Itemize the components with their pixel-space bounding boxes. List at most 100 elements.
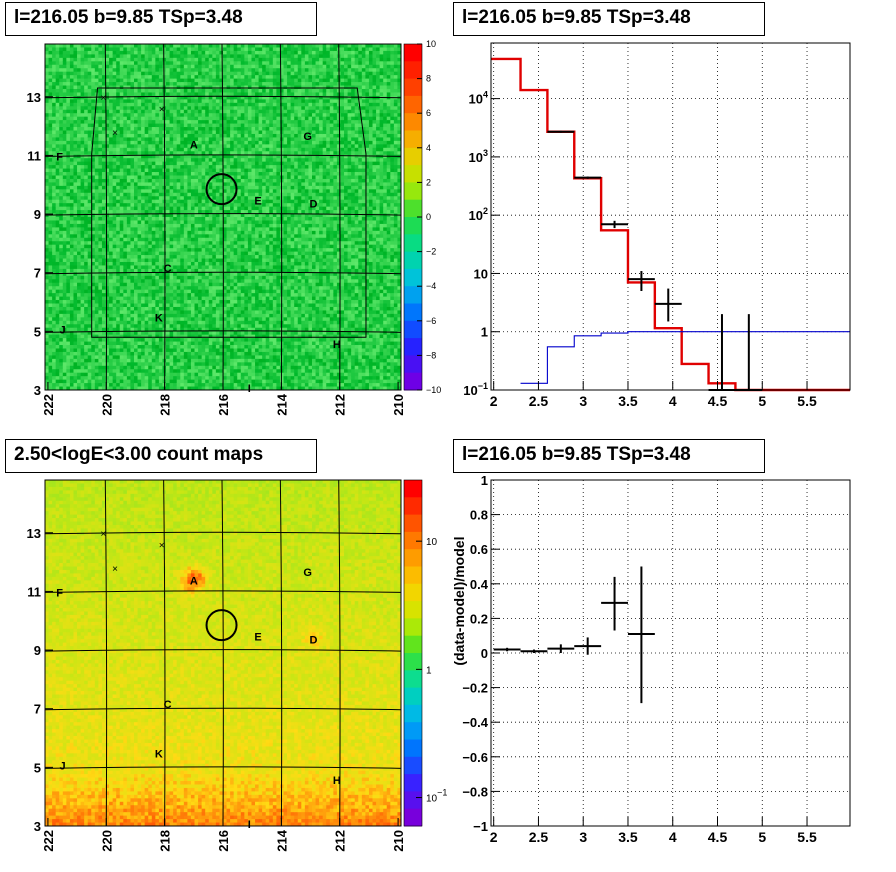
res-cblabel-6: −2 [426, 247, 436, 257]
cnt-xlabel-1: 220 [99, 830, 114, 852]
cnt-source-E: E [254, 631, 261, 643]
res-source-H: H [333, 339, 341, 351]
spectrum-xlabel-5: 4.5 [708, 393, 728, 409]
cnt-xlabel-5: 212 [333, 830, 348, 852]
res-ylabel-4: 11 [27, 148, 41, 163]
residual-map-panel: A G F E D C K J H I × × × 3 5 7 9 11 13 222 220 218 216 214 212 2… [0, 0, 448, 436]
res-ylabel-1: 5 [34, 324, 41, 339]
cnt-pixels [45, 480, 402, 827]
spectrum-xlabel-2: 3 [579, 393, 587, 409]
res-ylabel-5: 13 [27, 90, 41, 105]
res-xlabel-6: 210 [391, 394, 406, 416]
res-cblabel-4: 2 [426, 177, 431, 187]
res-xlabel-5: 212 [333, 394, 348, 416]
res-cblabel-8: −6 [426, 316, 436, 326]
res-grid-l-4 [279, 43, 283, 391]
res-cblabel-9: −8 [426, 350, 436, 360]
ratio-xlabel-2: 3 [579, 829, 587, 845]
residual-map-title: l=216.05 b=9.85 TSp=3.48 [5, 2, 317, 36]
cnt-grid-l-1 [104, 479, 108, 827]
cnt-grid-l-4 [279, 479, 283, 827]
res-grid-l-1 [104, 43, 108, 391]
cnt-ylabel-1: 5 [34, 760, 41, 775]
cnt-source-F: F [56, 587, 63, 599]
ratio-xlabel-7: 5.5 [797, 829, 817, 845]
res-source-K: K [155, 313, 163, 325]
res-grid-l-2 [163, 43, 166, 391]
cnt-source-C: C [164, 699, 172, 711]
res-ylabel-3: 9 [34, 207, 41, 222]
cnt-cross-2: × [112, 564, 118, 575]
res-xlabel-4: 214 [274, 393, 289, 415]
cnt-grid-l-3 [221, 479, 224, 827]
res-source-J: J [59, 324, 65, 336]
res-grid-l-3 [221, 43, 224, 391]
roi-boundary [91, 87, 367, 338]
ratio-xlabel-0: 2 [490, 829, 498, 845]
ratio-ylabel-3: 0.4 [470, 577, 489, 592]
cnt-ylabel-0: 3 [34, 819, 41, 834]
spectrum-grid [491, 43, 850, 391]
spectrum-ylabel-4: 1 [481, 325, 488, 340]
cnt-source-H: H [333, 775, 341, 787]
spectrum-point-4 [654, 288, 682, 322]
res-xlabel-3: 216 [216, 394, 231, 416]
ratio-title: l=216.05 b=9.85 TSp=3.48 [453, 439, 765, 473]
cnt-xlabel-6: 210 [391, 830, 406, 852]
ratio-xlabel-5: 4.5 [708, 829, 728, 845]
cnt-ylabel-5: 13 [27, 526, 41, 541]
ratio-point-3 [574, 637, 602, 655]
cnt-source-K: K [155, 749, 163, 761]
ratio-ylabel-8: −0.6 [462, 750, 488, 765]
ratio-point-4 [601, 576, 628, 631]
cnt-xlabel-4: 214 [274, 829, 289, 851]
spectrum-point-3 [627, 271, 655, 291]
spectrum-ylabel-0: 104 [469, 90, 488, 107]
cnt-xlabel-3: 216 [216, 830, 231, 852]
res-ylabel-0: 3 [34, 383, 41, 398]
spectrum-frame [490, 42, 851, 391]
ratio-ylabel-4: 0.2 [470, 611, 488, 626]
spectrum-title: l=216.05 b=9.85 TSp=3.48 [453, 2, 765, 36]
spectrum-xlabel-4: 4 [669, 393, 677, 409]
ratio-ylabel-6: −0.2 [462, 681, 488, 696]
cnt-cblabel-1: 1 [426, 665, 432, 676]
cnt-ylabel-4: 11 [27, 584, 41, 599]
spectrum-xlabel-7: 5.5 [797, 393, 817, 409]
res-source-D: D [309, 198, 317, 210]
cnt-xlabel-2: 218 [158, 830, 173, 852]
ratio-xlabel-6: 5 [758, 829, 766, 845]
spectrum-xlabel-3: 3.5 [618, 393, 638, 409]
res-cblabel-0: 10 [426, 39, 436, 49]
res-target-circle [205, 173, 238, 206]
ratio-point-1 [520, 649, 548, 653]
res-source-G: G [303, 131, 312, 143]
ratio-xlabel-1: 2.5 [529, 829, 549, 845]
cnt-cross-1: × [159, 541, 165, 552]
count-map-chart: A G F E D C K J H I × × × 3 5 7 9 11 13 222 220 218 216 214 212 2… [27, 479, 447, 852]
res-source-F: F [56, 151, 63, 163]
res-cross-1: × [159, 105, 165, 116]
spectrum-ylabel-1: 103 [469, 148, 488, 165]
cnt-cblabel-0: 10 [426, 537, 438, 548]
cnt-grid-l-2 [163, 479, 166, 827]
ratio-ylabel-9: −0.8 [462, 784, 488, 799]
ratio-axis-ylabel: (data-model)/model [451, 537, 467, 666]
cnt-source-A: A [190, 576, 198, 588]
ratio-ylabel-0: 1 [481, 473, 488, 488]
count-map-panel: A G F E D C K J H I × × × 3 5 7 9 11 13 222 220 218 216 214 212 2… [0, 436, 448, 872]
res-pixels [45, 44, 402, 391]
spectrum-ylabel-3: 10 [474, 266, 488, 281]
cnt-ylabel-3: 9 [34, 643, 41, 658]
ratio-ylabel-1: 0.8 [470, 508, 488, 523]
res-cblabel-5: 0 [426, 212, 431, 222]
ratio-point-5 [627, 566, 655, 704]
ratio-point-2 [547, 644, 575, 653]
cnt-target-circle [205, 609, 238, 642]
cnt-source-I: I [248, 819, 251, 831]
spectrum-series-0 [491, 57, 850, 392]
residual-map-chart: A G F E D C K J H I × × × 3 5 7 9 11 13 222 220 218 216 214 212 2… [27, 39, 442, 416]
ratio-frame [490, 479, 851, 827]
cnt-source-D: D [309, 634, 317, 646]
